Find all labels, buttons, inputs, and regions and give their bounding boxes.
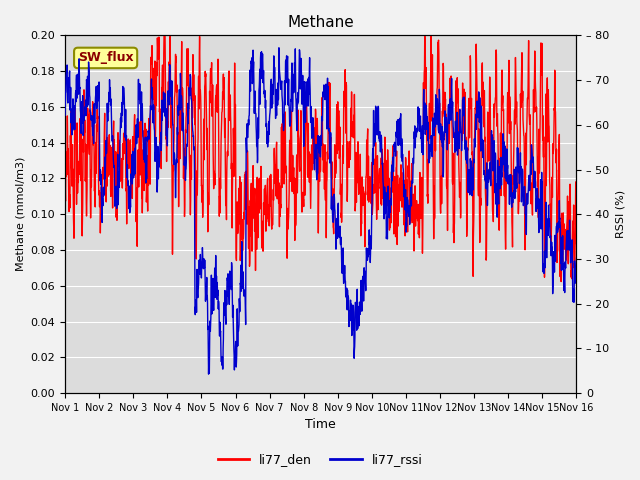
Y-axis label: Methane (mmol/m3): Methane (mmol/m3) bbox=[15, 157, 25, 271]
Y-axis label: RSSI (%): RSSI (%) bbox=[615, 190, 625, 238]
Text: SW_flux: SW_flux bbox=[78, 51, 133, 64]
Legend: li77_den, li77_rssi: li77_den, li77_rssi bbox=[212, 448, 428, 471]
X-axis label: Time: Time bbox=[305, 419, 336, 432]
Title: Methane: Methane bbox=[287, 15, 354, 30]
